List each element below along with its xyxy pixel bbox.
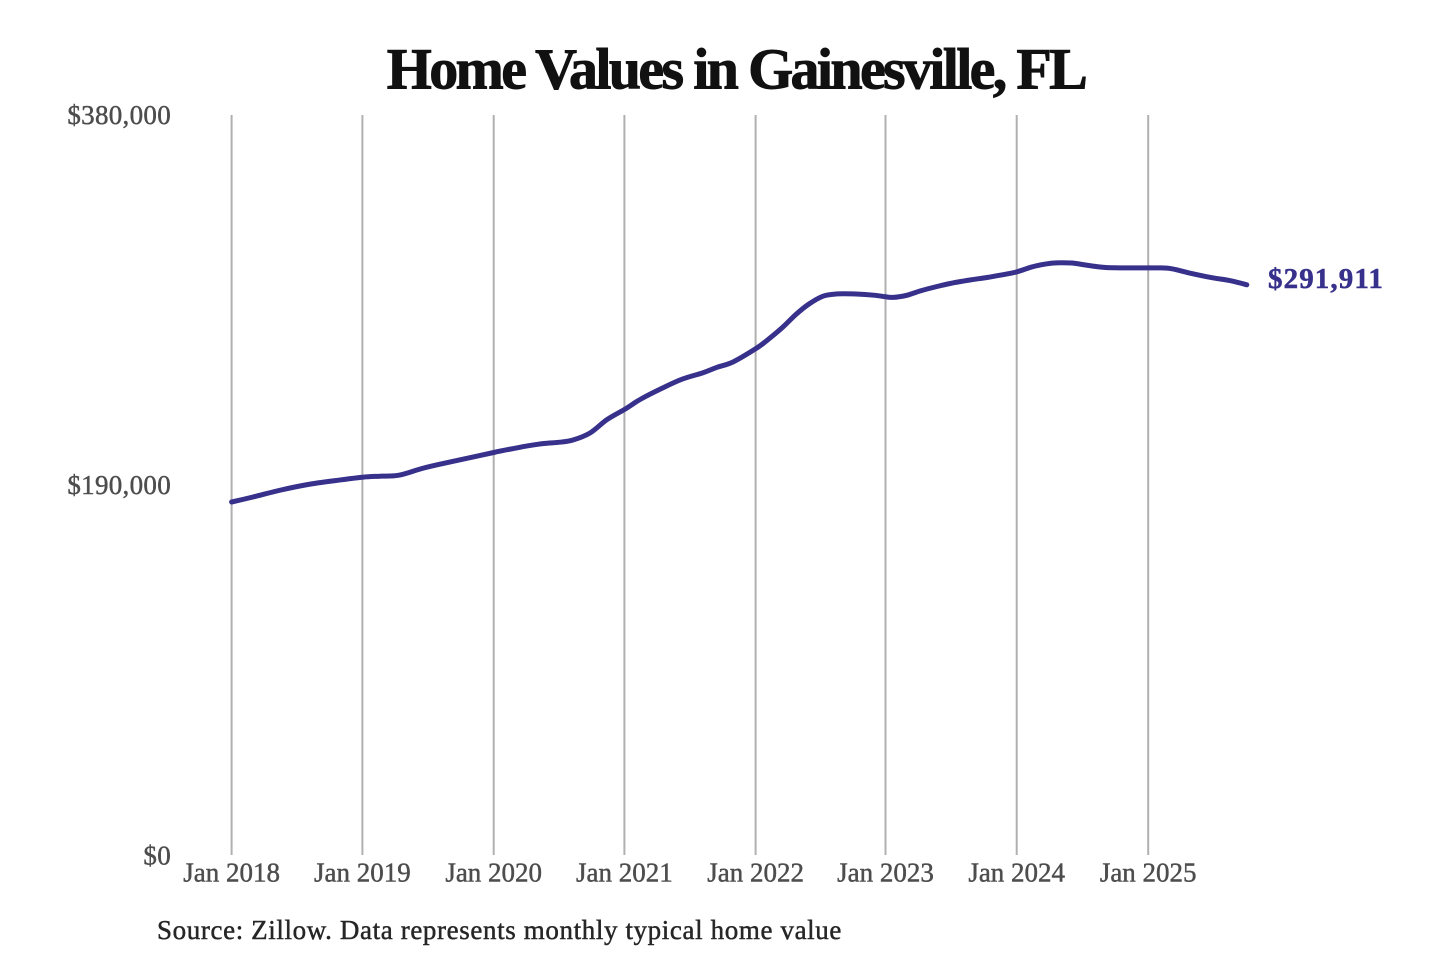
svg-text:Source: Zillow. Data represent: Source: Zillow. Data represents monthly … [157,915,842,945]
svg-text:Home Values in Gainesville, FL: Home Values in Gainesville, FL [387,37,1086,102]
svg-text:Jan 2018: Jan 2018 [183,858,280,888]
svg-text:$190,000: $190,000 [67,470,171,500]
svg-text:$380,000: $380,000 [67,100,171,130]
svg-text:Jan 2020: Jan 2020 [445,858,542,888]
svg-text:Jan 2024: Jan 2024 [968,858,1065,888]
svg-text:Jan 2025: Jan 2025 [1100,858,1197,888]
svg-text:Jan 2019: Jan 2019 [314,858,411,888]
svg-text:$291,911: $291,911 [1268,263,1384,295]
svg-text:Jan 2021: Jan 2021 [576,858,673,888]
svg-text:Jan 2023: Jan 2023 [837,858,934,888]
svg-text:$0: $0 [143,840,171,870]
svg-text:Jan 2022: Jan 2022 [707,858,804,888]
